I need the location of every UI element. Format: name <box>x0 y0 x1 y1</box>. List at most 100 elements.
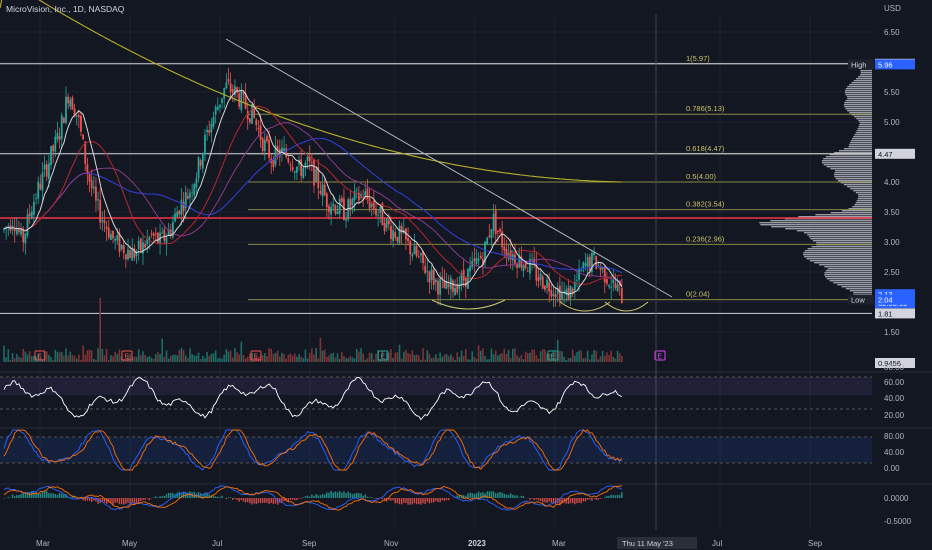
candle-body <box>409 240 412 255</box>
candle-body <box>351 198 354 205</box>
price-tag-box <box>848 59 874 70</box>
candle-body <box>253 106 256 118</box>
candle-body <box>591 252 593 272</box>
macd-histogram-bar <box>349 493 352 498</box>
candle-body <box>586 257 589 267</box>
macd-histogram-bar <box>274 498 277 504</box>
candle-body <box>328 205 330 212</box>
symbol-title: MicroVision, Inc., 1D, NASDAQ <box>6 4 125 14</box>
volume-bar <box>251 353 253 362</box>
candle-body <box>486 237 489 245</box>
macd-histogram-bar <box>345 493 347 498</box>
macd-histogram-bar <box>599 498 602 499</box>
volume-bar <box>199 358 202 362</box>
macd-histogram-bar <box>533 498 535 501</box>
volume-profile-bar <box>855 78 872 80</box>
volume-profile-bar <box>851 138 872 140</box>
candle-body <box>231 89 234 93</box>
volume-profile-bar <box>830 212 872 214</box>
candle-body <box>263 139 266 152</box>
volume-bar <box>529 352 531 362</box>
volume-bar <box>332 352 335 362</box>
macd-histogram-bar <box>54 494 57 498</box>
volume-bar <box>402 351 405 362</box>
macd-histogram-bar <box>108 498 110 503</box>
macd-histogram-bar <box>206 492 208 498</box>
candle-body <box>620 288 623 303</box>
volume-bar <box>552 350 555 362</box>
candle-body <box>424 265 427 274</box>
candle-body <box>69 99 72 107</box>
candle-body <box>56 132 59 140</box>
macd-histogram-bar <box>362 495 364 498</box>
macd-histogram-bar <box>580 498 582 504</box>
volume-bar <box>223 354 226 362</box>
macd-histogram-bar <box>161 496 163 498</box>
volume-profile-bar <box>860 72 872 74</box>
candle-body <box>616 284 619 292</box>
candle-body <box>142 242 144 254</box>
macd-histogram-bar <box>409 498 411 505</box>
volume-bar <box>580 350 583 362</box>
volume-profile-bar <box>858 196 872 198</box>
volume-profile-bar <box>844 92 872 94</box>
volume-bar <box>293 353 296 362</box>
volume-bar <box>456 352 459 362</box>
candle-body <box>219 104 221 108</box>
macd-axis-tick: 0.0000 <box>884 494 909 503</box>
candles <box>3 67 623 308</box>
volume-profile-bar <box>855 202 872 204</box>
volume-profile-bar <box>826 166 872 168</box>
volume-profile-bar <box>835 170 872 172</box>
volume-profile-bar <box>854 116 872 118</box>
macd-histogram-bar <box>257 498 260 504</box>
volume-bar <box>492 354 495 362</box>
candle-body <box>496 230 499 233</box>
candle-body <box>349 199 352 208</box>
candle-body <box>524 261 527 268</box>
candle-body <box>475 258 478 264</box>
macd-histogram-bar <box>616 494 619 498</box>
macd-histogram-bar <box>193 491 195 498</box>
macd-histogram-bar <box>347 491 349 498</box>
candle-body <box>37 181 40 199</box>
time-axis-label: 2023 <box>468 539 486 548</box>
volume-bar <box>146 357 149 362</box>
candle-body <box>212 116 215 127</box>
macd-histogram-bar <box>497 492 499 498</box>
volume-bar <box>428 353 431 362</box>
time-axis-label: Nov <box>384 539 398 548</box>
candle-body <box>398 225 401 244</box>
macd-histogram-bar <box>584 498 587 502</box>
candle-body <box>195 178 198 188</box>
candle-body <box>22 227 25 243</box>
candle-body <box>161 232 164 234</box>
stoch-axis-tick: 40.00 <box>884 448 905 457</box>
volume-profile-bar <box>853 292 872 294</box>
volume-profile-bar <box>804 256 872 258</box>
candle-body <box>315 169 318 183</box>
volume-profile-bar <box>850 188 872 190</box>
stoch-axis-tick: 0.00 <box>884 464 900 473</box>
candle-body <box>473 258 476 261</box>
price-axis-tick: 6.50 <box>884 28 900 37</box>
volume-bar <box>20 357 22 362</box>
volume-bar <box>435 354 437 362</box>
macd-histogram-bar <box>394 498 396 504</box>
macd-histogram-bar <box>43 491 46 498</box>
macd-histogram-bar <box>437 498 439 502</box>
candle-body <box>509 250 512 260</box>
volume-profile-bar <box>857 128 872 130</box>
macd-histogram-bar <box>281 498 283 503</box>
volume-bar <box>231 357 234 362</box>
macd-histogram-bar <box>505 494 508 498</box>
fib-level-label: 0.5(4.00) <box>686 172 717 181</box>
macd-histogram-bar <box>249 498 251 504</box>
candle-body <box>197 157 200 179</box>
cursor-time-box <box>617 537 697 549</box>
macd-histogram-bar <box>456 495 458 498</box>
volume-profile-bar <box>833 174 872 176</box>
volume-bar <box>343 355 345 362</box>
volume-bar <box>154 354 157 362</box>
